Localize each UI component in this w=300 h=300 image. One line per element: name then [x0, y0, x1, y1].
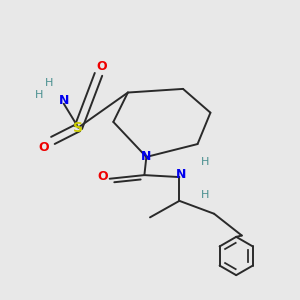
Text: S: S: [73, 121, 83, 134]
Text: O: O: [97, 60, 107, 73]
Text: N: N: [141, 150, 152, 164]
Text: O: O: [98, 169, 108, 183]
Text: H: H: [35, 90, 43, 100]
Text: H: H: [201, 190, 209, 200]
Text: H: H: [45, 78, 53, 88]
Text: O: O: [38, 140, 49, 154]
Text: N: N: [58, 94, 69, 107]
Text: H: H: [201, 157, 209, 167]
Text: N: N: [176, 168, 186, 181]
